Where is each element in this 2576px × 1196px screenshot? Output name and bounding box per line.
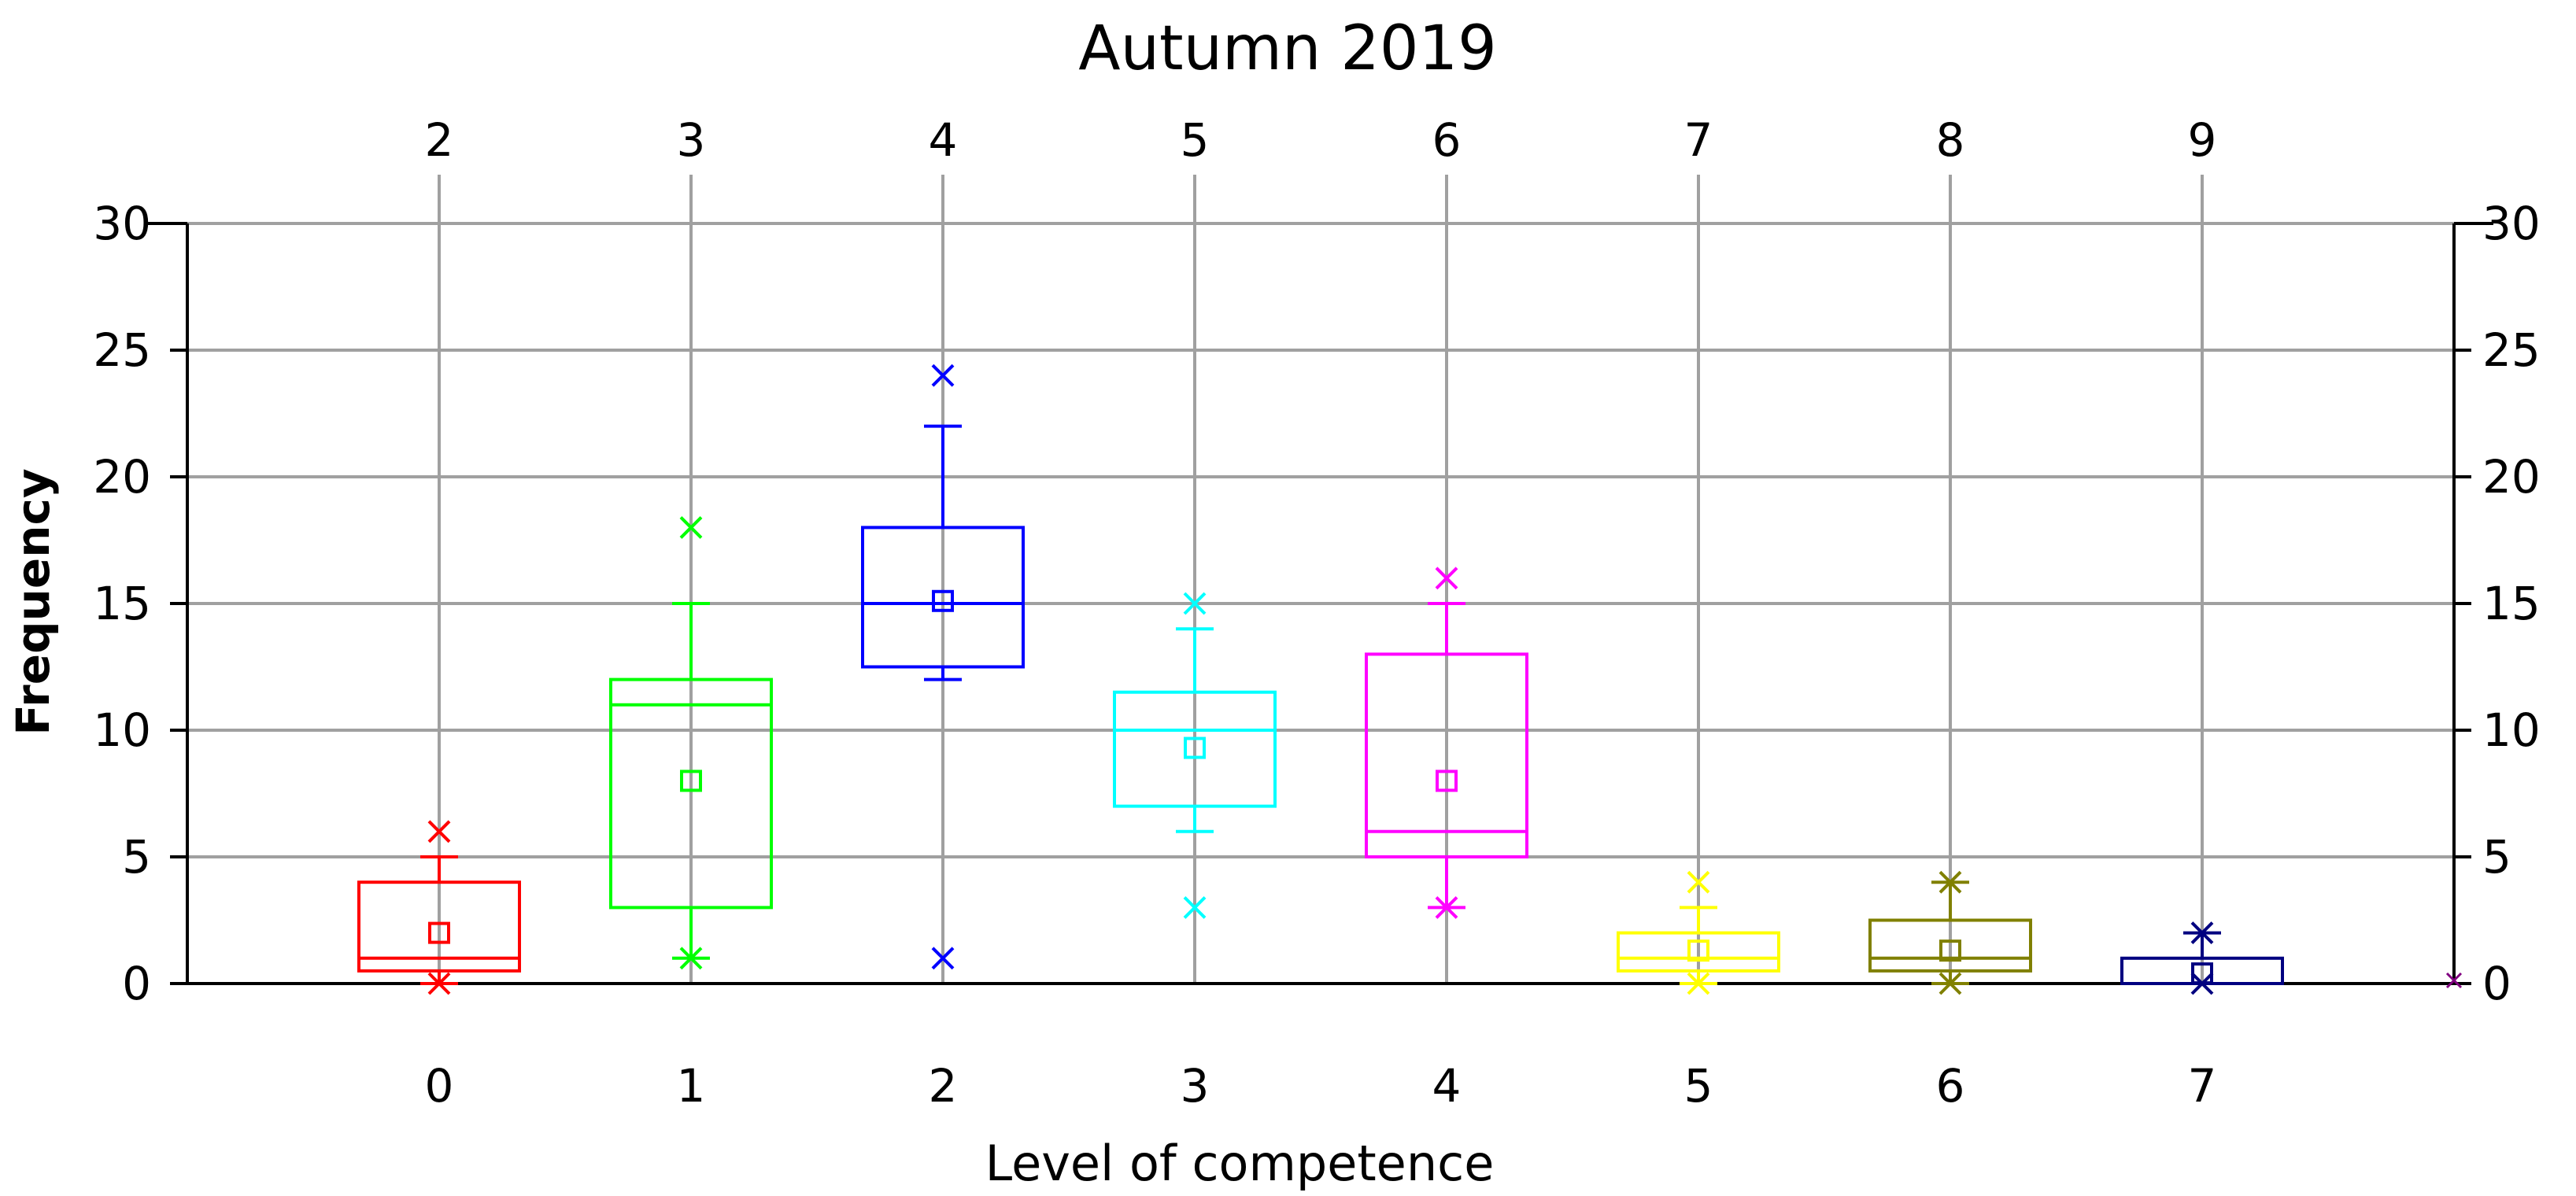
mean-marker (428, 921, 450, 944)
max-marker (1435, 567, 1458, 590)
box-group-2 (861, 364, 1025, 970)
max-marker (1687, 870, 1710, 894)
x-axis-label: Level of competence (985, 1135, 1495, 1192)
min-marker (1687, 972, 1710, 995)
edge-marker (2445, 972, 2463, 989)
box-group-3 (1113, 592, 1277, 919)
mean-marker (1939, 939, 1961, 962)
box-series (357, 364, 2463, 995)
x-tick-label-top: 6 (1432, 113, 1462, 167)
x-tick-label-top: 8 (1936, 113, 1965, 167)
grid-lines (187, 175, 2454, 984)
x-tick-label-bottom: 6 (1936, 1059, 1965, 1113)
max-marker (2190, 921, 2214, 945)
y-tick-label-left: 10 (93, 703, 151, 757)
y-tick-label-left: 5 (122, 830, 151, 884)
max-marker (1183, 592, 1207, 615)
x-tick-label-top: 4 (929, 113, 958, 167)
box-group-0 (357, 820, 521, 995)
x-tick-label-bottom: 2 (929, 1059, 958, 1113)
mean-marker (680, 770, 702, 792)
x-tick-label-top: 7 (1684, 113, 1713, 167)
max-marker (679, 515, 703, 539)
x-tick-label-top: 9 (2188, 113, 2217, 167)
x-tick-label-bottom: 3 (1181, 1059, 1210, 1113)
x-tick-label-bottom: 4 (1432, 1059, 1462, 1113)
min-marker (2190, 972, 2214, 995)
y-tick-label-right: 10 (2482, 703, 2541, 757)
y-tick-label-right: 25 (2482, 323, 2541, 377)
x-tick-label-top: 2 (425, 113, 454, 167)
y-tick-label-left: 0 (122, 957, 151, 1010)
iqr-box (1113, 690, 1277, 808)
mean-marker (1436, 770, 1458, 792)
min-marker (1938, 972, 1962, 995)
box-group-4 (1365, 567, 1528, 919)
min-marker (679, 947, 703, 970)
max-marker (931, 364, 955, 387)
iqr-box (1617, 931, 1780, 973)
max-marker (1938, 870, 1962, 894)
box-group-6 (1868, 870, 2032, 995)
y-tick-label-left: 15 (93, 577, 151, 630)
min-marker (931, 947, 955, 970)
y-tick-label-right: 0 (2482, 957, 2511, 1010)
min-marker (1183, 895, 1207, 919)
mean-marker (932, 589, 954, 612)
tick-labels: 0 0 5 5 10 10 15 15 20 20 25 25 30 30 0 1 2 3 4 5 6 7 2 3 4 5 6 7 8 9 (93, 113, 2541, 1113)
iqr-box (357, 880, 521, 973)
chart-title: Autumn 2019 (1078, 13, 1497, 84)
x-tick-label-top: 3 (677, 113, 706, 167)
x-tick-label-top: 5 (1181, 113, 1210, 167)
y-tick-label-left: 30 (93, 197, 151, 250)
min-marker (427, 972, 451, 995)
y-axis-label: Frequency (6, 468, 60, 735)
box-group-5 (1617, 870, 1780, 995)
iqr-box (861, 526, 1025, 669)
y-tick-label-right: 5 (2482, 830, 2511, 884)
x-tick-label-bottom: 7 (2188, 1059, 2217, 1113)
y-tick-label-right: 15 (2482, 577, 2541, 630)
x-tick-label-bottom: 1 (677, 1059, 706, 1113)
mean-marker (1687, 939, 1709, 962)
y-tick-label-right: 20 (2482, 450, 2541, 504)
box-group-7 (2120, 921, 2284, 995)
x-tick-label-bottom: 0 (425, 1059, 454, 1113)
min-marker (1435, 895, 1458, 919)
y-tick-label-left: 20 (93, 450, 151, 504)
box-group-1 (609, 515, 773, 970)
y-tick-label-left: 25 (93, 323, 151, 377)
max-marker (427, 820, 451, 843)
iqr-box (609, 677, 773, 910)
iqr-box (1365, 652, 1528, 859)
x-tick-label-bottom: 5 (1684, 1059, 1713, 1113)
mean-marker (1184, 736, 1206, 759)
y-tick-label-right: 30 (2482, 197, 2541, 250)
iqr-box (1868, 918, 2032, 973)
